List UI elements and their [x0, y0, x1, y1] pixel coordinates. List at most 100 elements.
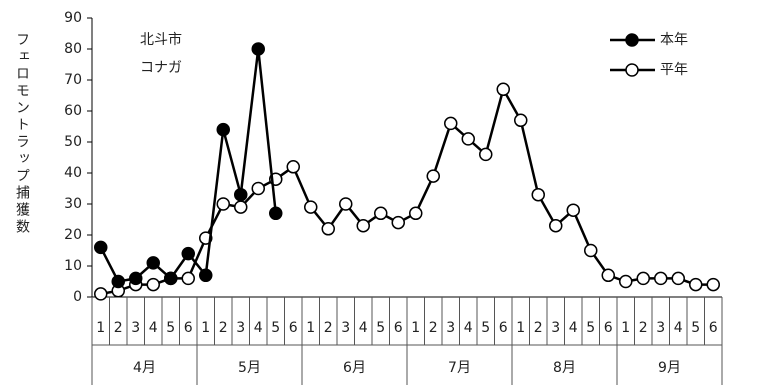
x-tick-label: 4 — [674, 320, 683, 336]
data-point — [234, 200, 248, 214]
data-point — [374, 206, 388, 221]
data-point — [706, 277, 720, 292]
y-tick-label: 40 — [64, 165, 82, 181]
x-tick-label: 4 — [569, 320, 578, 336]
y-tick-label: 80 — [64, 41, 82, 57]
data-point — [199, 268, 213, 283]
x-tick-label: 3 — [446, 320, 455, 336]
data-point — [426, 169, 440, 183]
y-axis-label: フェロモントラップ捕獲数 — [14, 32, 30, 236]
x-tick-label: 1 — [411, 320, 420, 336]
x-tick-label: 5 — [166, 320, 175, 336]
x-tick-label: 2 — [219, 320, 228, 336]
x-tick-label: 6 — [499, 320, 508, 336]
data-point — [671, 271, 685, 286]
x-tick-label: 6 — [709, 320, 718, 336]
data-point — [479, 147, 493, 162]
data-point — [584, 243, 598, 258]
x-tick-label: 5 — [376, 320, 385, 336]
data-point — [549, 218, 563, 233]
data-point — [269, 206, 283, 221]
y-tick-label: 50 — [64, 134, 82, 150]
group-label: 9月 — [658, 360, 681, 376]
data-point — [234, 187, 248, 202]
data-point — [461, 132, 475, 146]
x-tick-label: 4 — [254, 320, 263, 336]
data-point — [111, 274, 125, 289]
data-point — [619, 274, 633, 289]
series-line — [99, 48, 277, 283]
data-point — [356, 218, 370, 233]
x-tick-label: 3 — [131, 320, 140, 336]
x-tick-label: 4 — [149, 320, 158, 336]
x-tick-label: 2 — [429, 320, 438, 336]
x-tick-label: 2 — [324, 320, 333, 336]
group-label: 4月 — [133, 360, 156, 376]
y-tick-label: 10 — [64, 258, 82, 274]
data-point — [654, 271, 668, 286]
x-tick-label: 2 — [114, 320, 123, 336]
data-point — [409, 206, 423, 221]
data-point — [94, 240, 108, 255]
group-label: 7月 — [448, 360, 471, 376]
group-label: 5月 — [238, 360, 261, 376]
data-point — [566, 203, 580, 217]
data-point — [164, 271, 178, 286]
data-point — [146, 277, 160, 292]
x-tick-label: 6 — [184, 320, 193, 336]
x-tick-label: 1 — [516, 320, 525, 336]
data-point — [339, 197, 353, 211]
x-tick-label: 5 — [691, 320, 700, 336]
data-point — [514, 113, 528, 128]
group-label: 8月 — [553, 360, 576, 376]
x-tick-label: 6 — [289, 320, 298, 336]
data-point — [181, 271, 195, 286]
y-tick-label: 90 — [64, 10, 82, 26]
x-tick-label: 4 — [464, 320, 473, 336]
data-point — [94, 287, 108, 301]
legend-label: 平年 — [660, 62, 688, 78]
data-point — [601, 268, 615, 283]
data-point — [636, 271, 650, 286]
data-point — [391, 215, 405, 230]
x-tick-label: 2 — [534, 320, 543, 336]
data-point — [129, 271, 143, 286]
x-tick-label: 5 — [271, 320, 280, 336]
y-tick-label: 70 — [64, 72, 82, 88]
x-tick-label: 6 — [394, 320, 403, 336]
series-line — [100, 86, 714, 296]
data-point — [286, 160, 300, 174]
x-tick-label: 3 — [236, 320, 245, 336]
x-tick-label: 5 — [586, 320, 595, 336]
data-point — [531, 187, 545, 202]
x-tick-label: 1 — [306, 320, 315, 336]
group-label: 6月 — [343, 360, 366, 376]
data-point — [216, 197, 230, 211]
x-tick-label: 3 — [656, 320, 665, 336]
legend-marker — [625, 63, 639, 77]
y-tick-label: 30 — [64, 196, 82, 212]
data-point — [251, 181, 265, 196]
data-point — [321, 222, 335, 236]
y-tick-label: 0 — [73, 289, 82, 305]
legend-label: 本年 — [660, 32, 688, 48]
data-point — [304, 200, 318, 214]
data-point — [216, 122, 230, 137]
x-tick-label: 3 — [551, 320, 560, 336]
x-tick-label: 5 — [481, 320, 490, 336]
legend-marker — [625, 33, 639, 47]
x-tick-label: 6 — [604, 320, 613, 336]
data-point — [181, 246, 195, 261]
y-tick-label: 20 — [64, 227, 82, 243]
x-tick-label: 1 — [96, 320, 105, 336]
x-tick-label: 1 — [201, 320, 210, 336]
x-tick-label: 2 — [639, 320, 648, 336]
annotation: 北斗市 — [140, 31, 182, 48]
data-point — [444, 116, 458, 131]
x-tick-label: 4 — [359, 320, 368, 336]
y-tick-label: 60 — [64, 103, 82, 119]
data-point — [689, 277, 703, 292]
x-tick-label: 1 — [621, 320, 630, 336]
annotation: コナガ — [140, 60, 182, 76]
